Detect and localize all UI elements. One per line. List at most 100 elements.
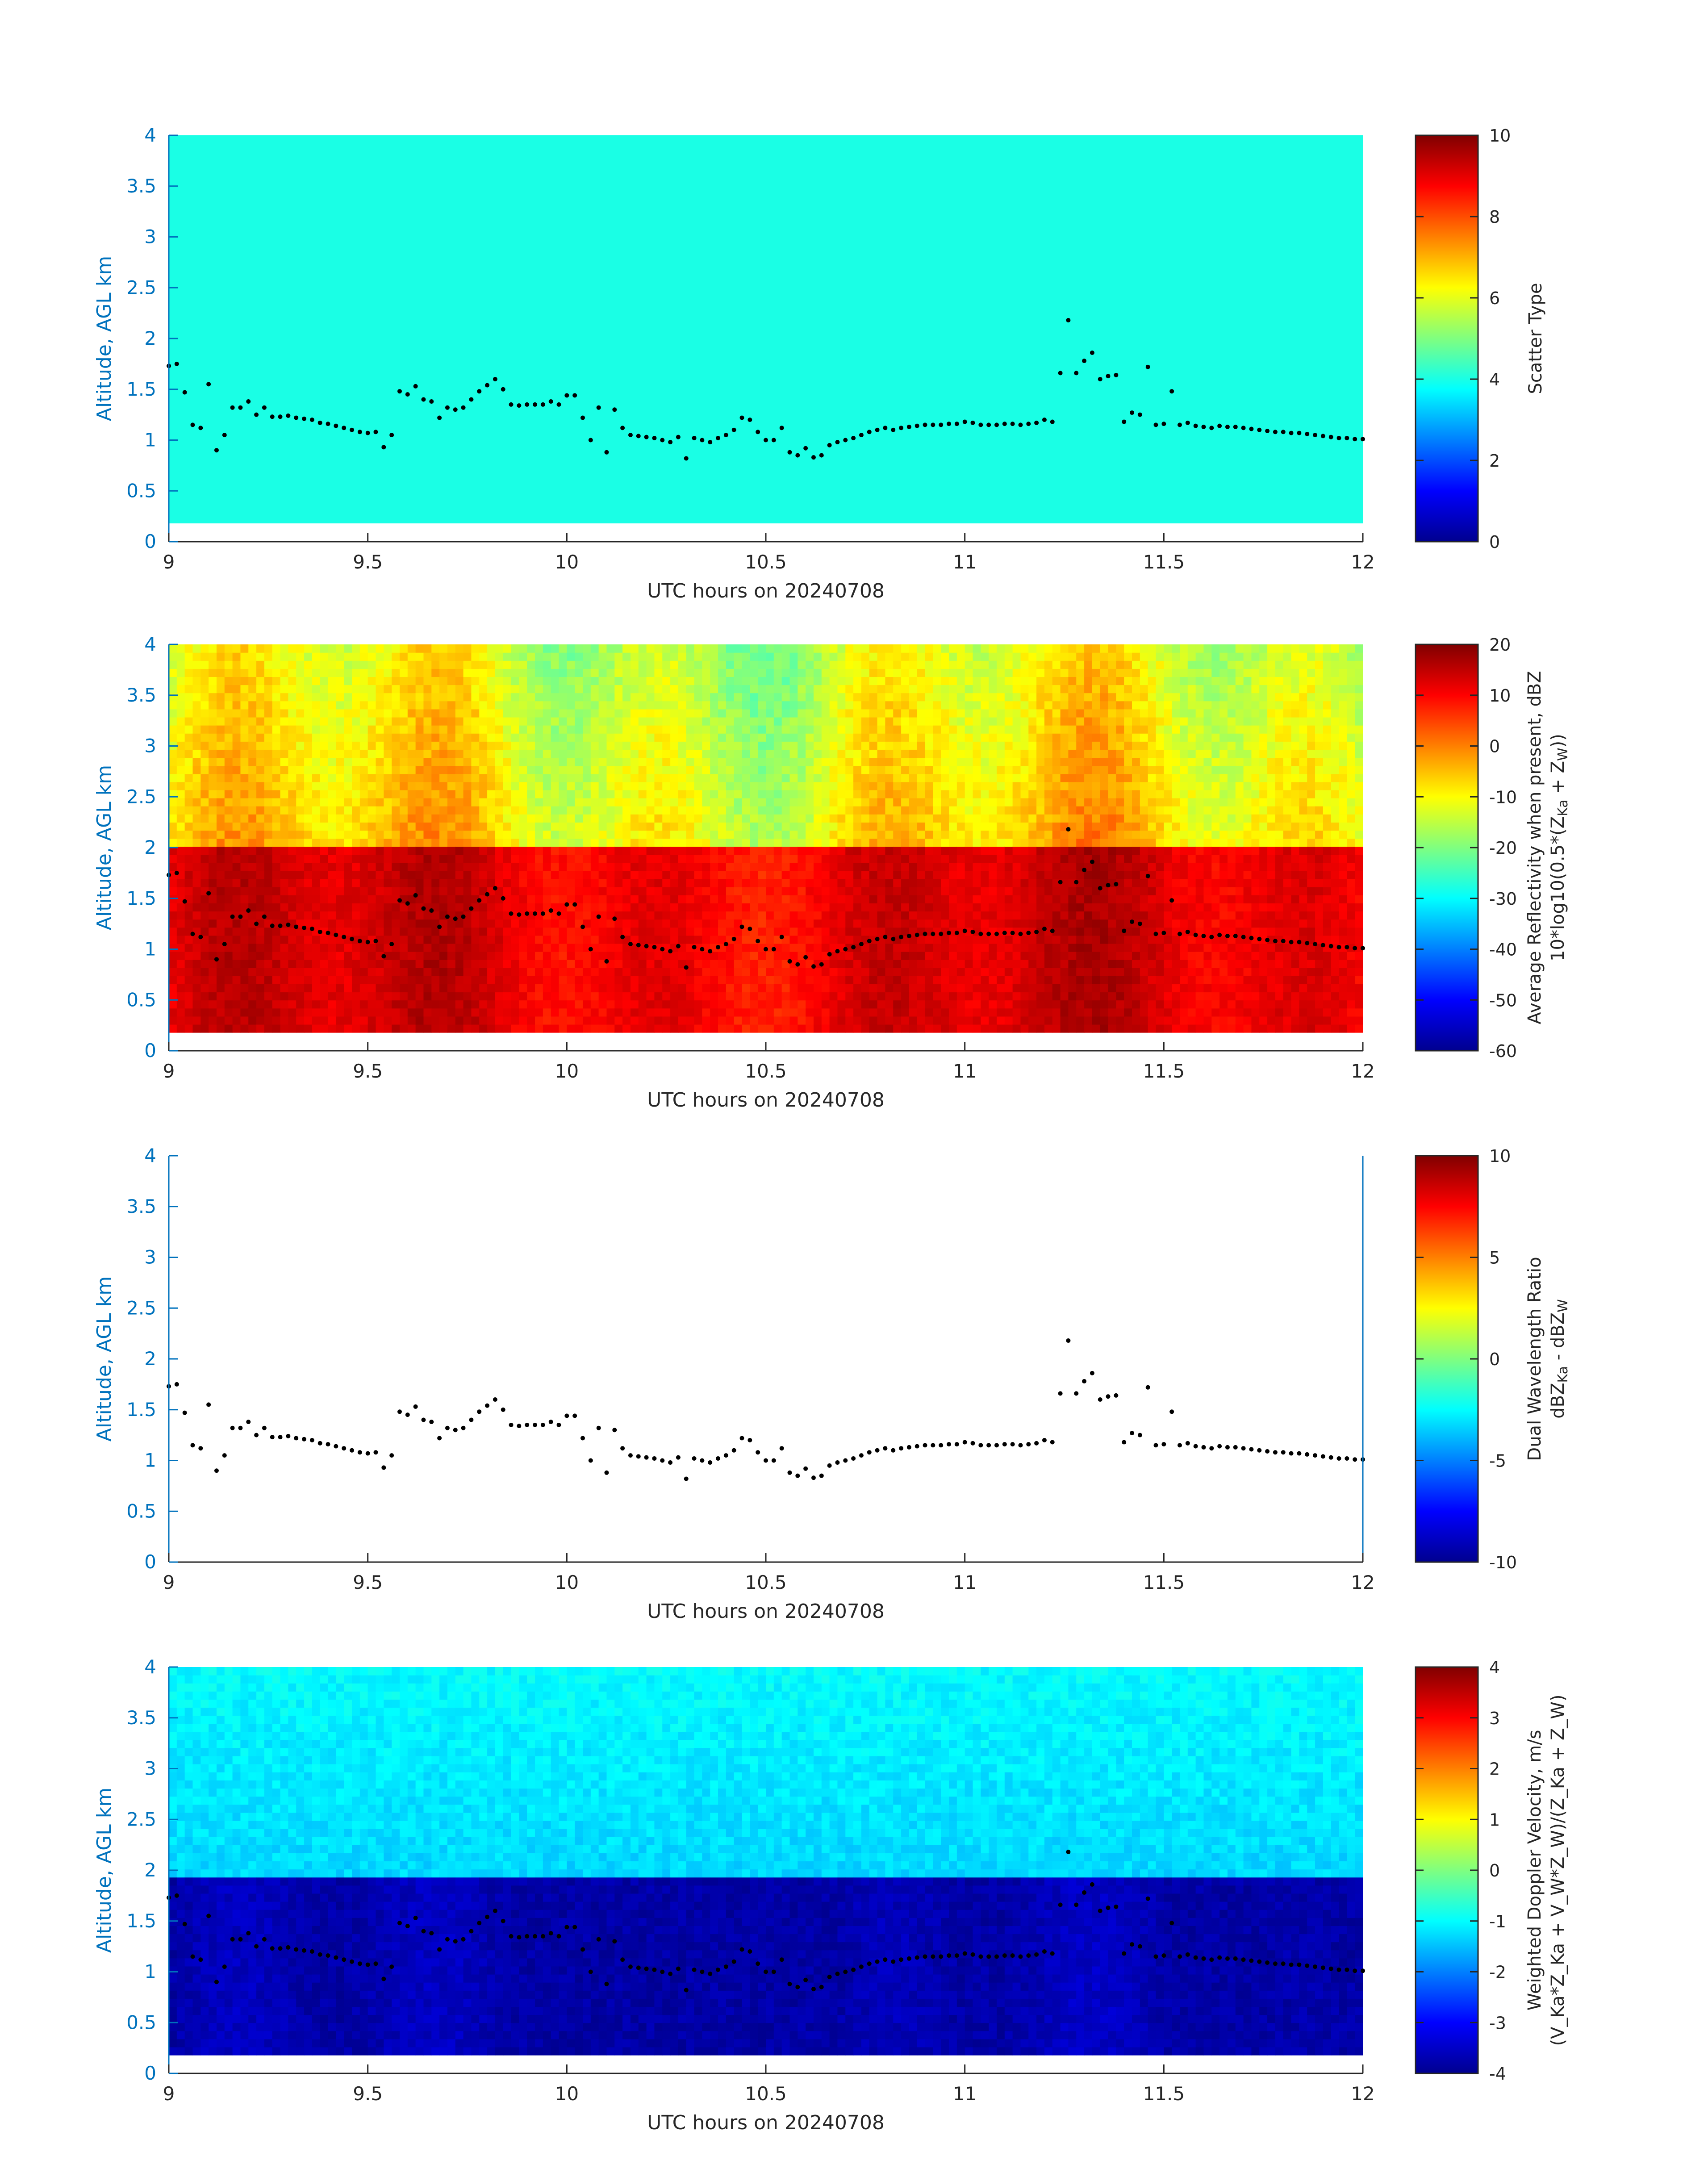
reflectivity-heatmap-cell	[869, 782, 877, 790]
reflectivity-heatmap-cell	[336, 733, 344, 742]
reflectivity-heatmap-cell	[296, 911, 304, 919]
reflectivity-heatmap-cell	[384, 669, 392, 677]
reflectivity-heatmap-cell	[654, 685, 662, 694]
reflectivity-heatmap-cell	[376, 992, 384, 1001]
reflectivity-heatmap-cell	[917, 1000, 925, 1009]
reflectivity-heatmap-cell	[702, 863, 710, 871]
reflectivity-heatmap-cell	[217, 879, 225, 887]
reflectivity-heatmap-cell	[694, 774, 702, 782]
reflectivity-heatmap-cell	[798, 806, 806, 815]
reflectivity-heatmap-cell	[519, 928, 527, 936]
reflectivity-heatmap-cell	[853, 677, 861, 685]
reflectivity-heatmap-cell	[384, 701, 392, 710]
reflectivity-heatmap-cell	[439, 1008, 447, 1017]
reflectivity-heatmap-cell	[742, 879, 750, 887]
reflectivity-heatmap-cell	[471, 766, 479, 774]
reflectivity-heatmap-cell	[774, 749, 782, 758]
reflectivity-heatmap-cell	[344, 717, 352, 726]
reflectivity-heatmap-cell	[280, 741, 288, 750]
reflectivity-heatmap-cell	[312, 960, 320, 968]
reflectivity-heatmap-cell	[869, 749, 877, 758]
reflectivity-heatmap-cell	[853, 919, 861, 928]
reflectivity-heatmap-cell	[200, 919, 209, 928]
reflectivity-heatmap-cell	[583, 693, 591, 702]
reflectivity-heatmap-cell	[647, 1008, 655, 1017]
reflectivity-heatmap-cell	[471, 725, 479, 734]
reflectivity-heatmap-cell	[853, 774, 861, 782]
reflectivity-heatmap-cell	[535, 774, 543, 782]
reflectivity-heatmap-cell	[192, 871, 200, 879]
reflectivity-heatmap-cell	[479, 936, 487, 944]
reflectivity-heatmap-cell	[360, 1024, 368, 1033]
reflectivity-heatmap-cell	[288, 677, 296, 685]
reflectivity-heatmap-cell	[774, 976, 782, 984]
reflectivity-heatmap-cell	[471, 717, 479, 726]
reflectivity-heatmap-cell	[686, 757, 694, 766]
reflectivity-heatmap-cell	[320, 644, 328, 653]
reflectivity-heatmap-cell	[726, 952, 734, 960]
reflectivity-heatmap-cell	[288, 733, 296, 742]
reflectivity-heatmap-cell	[837, 806, 845, 815]
scatter-type-overlay-point	[1217, 424, 1222, 428]
reflectivity-heatmap-cell	[742, 1016, 750, 1025]
reflectivity-heatmap-cell	[662, 911, 670, 919]
reflectivity-heatmap-cell	[814, 952, 822, 960]
reflectivity-heatmap-cell	[686, 701, 694, 710]
reflectivity-heatmap-cell	[734, 749, 742, 758]
reflectivity-heatmap-cell	[169, 968, 177, 976]
reflectivity-heatmap-cell	[431, 863, 439, 871]
reflectivity-heatmap-cell	[670, 936, 678, 944]
reflectivity-heatmap-cell	[662, 660, 670, 669]
reflectivity-heatmap-cell	[830, 757, 838, 766]
reflectivity-heatmap-cell	[264, 652, 272, 661]
reflectivity-heatmap-cell	[941, 1008, 949, 1017]
reflectivity-heatmap-cell	[853, 669, 861, 677]
reflectivity-heatmap-cell	[647, 1024, 655, 1033]
reflectivity-heatmap-cell	[806, 660, 814, 669]
reflectivity-heatmap-cell	[822, 936, 830, 944]
reflectivity-heatmap-cell	[949, 749, 957, 758]
reflectivity-heatmap-cell	[933, 685, 941, 694]
reflectivity-heatmap-cell	[511, 839, 519, 847]
reflectivity-heatmap-cell	[423, 782, 431, 790]
scatter-type-overlay-point	[429, 399, 434, 404]
reflectivity-heatmap-cell	[575, 725, 583, 734]
reflectivity-heatmap-cell	[798, 895, 806, 903]
reflectivity-heatmap-cell	[647, 1000, 655, 1009]
reflectivity-heatmap-cell	[376, 919, 384, 928]
reflectivity-heatmap-cell	[328, 976, 336, 984]
reflectivity-heatmap-cell	[853, 749, 861, 758]
reflectivity-heatmap-cell	[543, 895, 551, 903]
reflectivity-heatmap-cell	[543, 766, 551, 774]
reflectivity-heatmap-cell	[519, 879, 527, 887]
reflectivity-heatmap-cell	[439, 660, 447, 669]
reflectivity-heatmap-cell	[169, 733, 177, 742]
reflectivity-heatmap-cell	[949, 911, 957, 919]
reflectivity-heatmap-cell	[789, 919, 798, 928]
reflectivity-heatmap-cell	[662, 725, 670, 734]
reflectivity-heatmap-cell	[622, 830, 631, 839]
reflectivity-heatmap-cell	[877, 976, 885, 984]
reflectivity-heatmap-cell	[376, 960, 384, 968]
reflectivity-heatmap-cell	[344, 822, 352, 831]
reflectivity-heatmap-cell	[941, 798, 949, 806]
reflectivity-heatmap-cell	[654, 757, 662, 766]
reflectivity-heatmap-cell	[702, 693, 710, 702]
reflectivity-heatmap-cell	[567, 757, 575, 766]
reflectivity-heatmap-cell	[647, 790, 655, 798]
reflectivity-heatmap-cell	[941, 693, 949, 702]
reflectivity-heatmap-cell	[368, 911, 376, 919]
reflectivity-heatmap-cell	[527, 830, 535, 839]
reflectivity-heatmap-cell	[591, 733, 599, 742]
reflectivity-heatmap-cell	[893, 733, 901, 742]
reflectivity-heatmap-cell	[766, 830, 774, 839]
reflectivity-heatmap-cell	[837, 757, 845, 766]
reflectivity-heatmap-cell	[742, 992, 750, 1001]
reflectivity-heatmap-cell	[789, 903, 798, 911]
reflectivity-heatmap-cell	[416, 911, 424, 919]
scatter-type-ytick-label: 1	[144, 429, 156, 451]
reflectivity-heatmap-cell	[583, 701, 591, 710]
reflectivity-heatmap-cell	[893, 928, 901, 936]
reflectivity-heatmap-cell	[678, 660, 686, 669]
reflectivity-heatmap-cell	[909, 685, 917, 694]
